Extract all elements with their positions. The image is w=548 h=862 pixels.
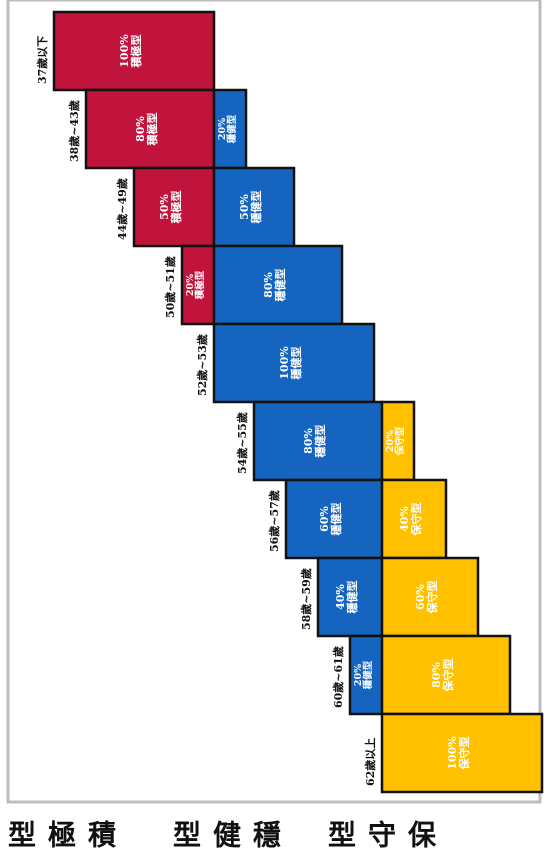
category-label-3: 50歲~51歲: [163, 256, 177, 318]
bar-label-2-5: 20%保守型: [385, 426, 406, 456]
category-label-4: 52歲~53歲: [195, 334, 209, 396]
bar-2-7: [380, 556, 480, 638]
category-label-8: 60歲~61歲: [331, 646, 345, 708]
bar-label-1-8: 20%穩健型: [353, 660, 374, 689]
category-label-5: 54歲~55歲: [235, 412, 249, 474]
bar-label-1-3: 80%穩健型: [262, 269, 287, 303]
category-label-1: 38歲~43歲: [67, 100, 81, 162]
bar-label-0-3: 20%積極型: [185, 270, 206, 300]
legend-conservative: 保守型: [324, 820, 437, 850]
bar-1-2: [212, 166, 296, 248]
bar-2-6: [380, 478, 448, 560]
bar-1-4: [212, 322, 376, 404]
legend-aggressive: 積極型: [4, 820, 117, 850]
category-label-0: 37歲以下: [35, 36, 49, 84]
bar-label-1-7: 40%穩健型: [334, 581, 359, 615]
bar-label-0-0: 100%積極型: [118, 34, 143, 69]
bar-0-1: [84, 88, 216, 170]
bar-label-1-5: 80%穩健型: [302, 425, 327, 459]
bar-1-7: [316, 556, 384, 638]
bar-1-6: [284, 478, 384, 560]
category-label-7: 58歲~59歲: [299, 568, 313, 630]
category-label-9: 62歲以上: [363, 738, 377, 786]
category-label-6: 56歲~57歲: [267, 490, 281, 552]
bar-label-1-6: 60%穩健型: [318, 503, 343, 537]
category-labels-layer: 37歲以下 38歲~43歲 44歲~49歲 50歲~51歲 52歲~53歲 54歲~55歲…: [35, 36, 377, 786]
bar-label-0-2: 50%積極型: [158, 191, 183, 225]
bar-label-2-9: 100%保守型: [446, 736, 471, 771]
bar-1-3: [212, 244, 344, 326]
bar-label-2-8: 80%保守型: [430, 659, 455, 693]
bar-label-1-2: 50%穩健型: [238, 191, 263, 225]
bar-label-2-6: 40%保守型: [398, 503, 423, 537]
bar-label-1-1: 20%穩健型: [217, 114, 238, 143]
legend-balanced: 穩健型: [169, 820, 282, 850]
bar-1-8: [348, 634, 384, 716]
category-label-2: 44歲~49歲: [115, 178, 129, 240]
bar-label-1-4: 100%穩健型: [278, 346, 303, 381]
bar-label-2-7: 60%保守型: [414, 581, 439, 615]
bar-2-9: [380, 712, 544, 794]
bar-1-5: [252, 400, 384, 482]
bar-2-5: [380, 400, 416, 482]
bar-label-0-1: 80%積極型: [134, 113, 159, 147]
chart-border: [6, 0, 542, 804]
bars-layer: 100%積極型 80%積極型 20%穩健型 50%積極型 50%穩健型 20%積極型 80%…: [52, 10, 544, 794]
